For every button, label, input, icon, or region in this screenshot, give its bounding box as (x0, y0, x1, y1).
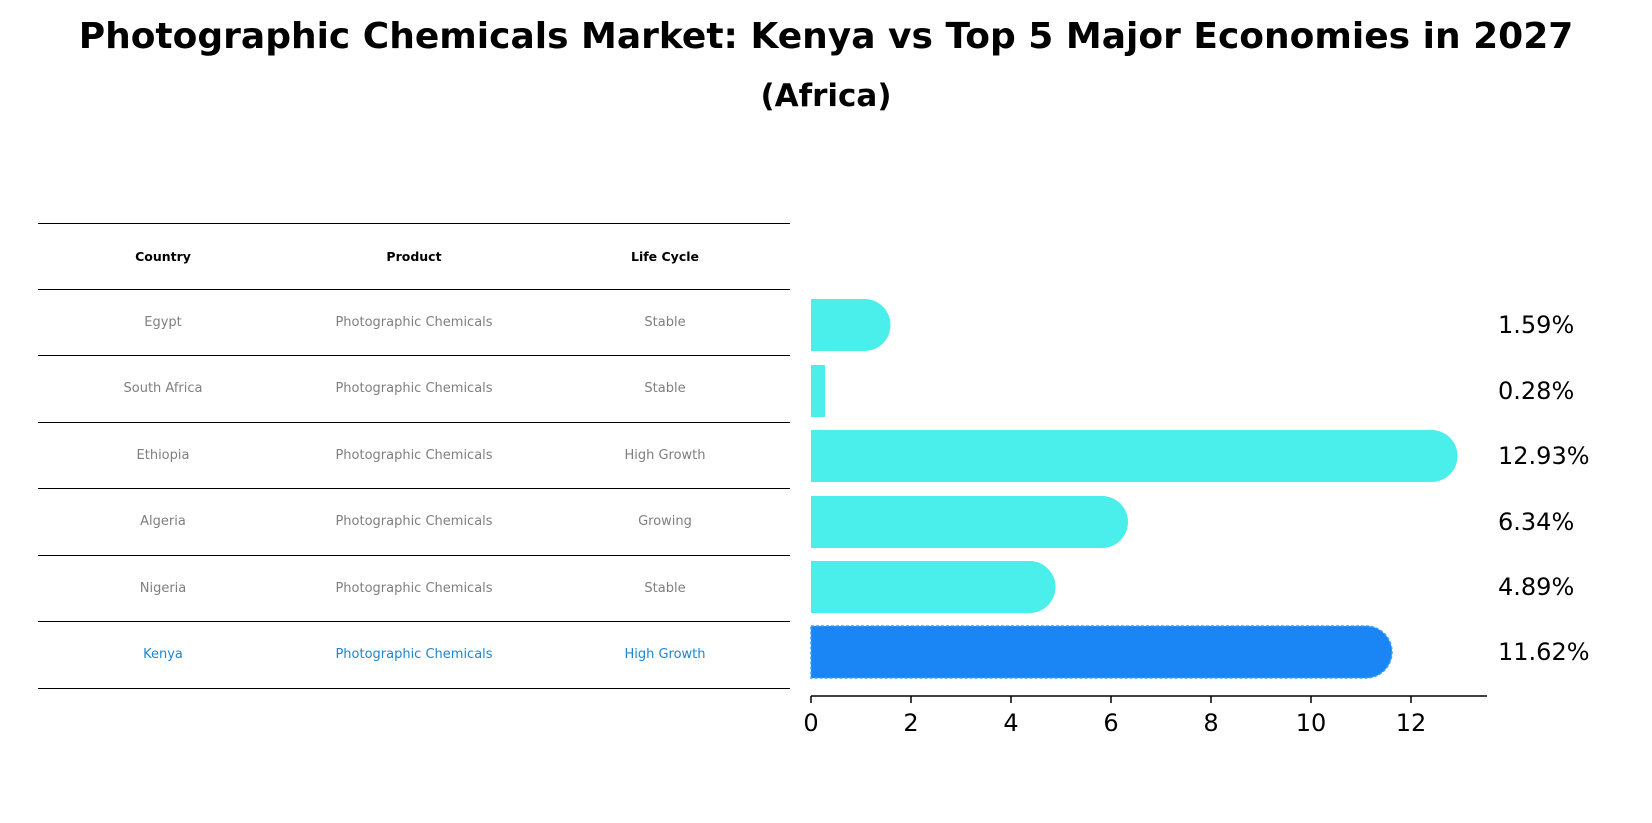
table-row: South Africa Photographic Chemicals Stab… (38, 356, 790, 423)
bar-value-label: 1.59% (1498, 311, 1574, 339)
bar-value-label: 6.34% (1498, 508, 1574, 536)
life-cycle-cell: Stable (644, 580, 686, 596)
product-cell: Photographic Chemicals (335, 381, 493, 397)
product-cell: Photographic Chemicals (335, 447, 493, 463)
country-cell: Nigeria (139, 580, 187, 596)
product-cell: Photographic Chemicals (335, 647, 493, 663)
table-row: Algeria Photographic Chemicals Growing (38, 489, 790, 556)
product-cell: Photographic Chemicals (335, 314, 493, 330)
bar-highlight (810, 625, 1393, 679)
product-cell: Photographic Chemicals (335, 580, 493, 596)
life-cycle-cell: Stable (644, 381, 686, 397)
x-tick-label: 12 (1396, 709, 1427, 737)
x-tick-label: 4 (1003, 709, 1018, 737)
life-cycle-cell: High Growth (624, 447, 706, 463)
bar (811, 365, 825, 417)
bar (811, 496, 1128, 548)
x-tick-label: 10 (1296, 709, 1327, 737)
table-header-row: Country Product Life Cycle (38, 223, 790, 290)
country-cell: Ethiopia (136, 447, 190, 463)
chart-title: Photographic Chemicals Market: Kenya vs … (78, 16, 1574, 57)
bar (811, 561, 1056, 613)
x-tick-label: 6 (1103, 709, 1118, 737)
header-country: Country (135, 248, 191, 264)
country-cell: Egypt (144, 314, 182, 330)
x-tick-label: 0 (803, 709, 818, 737)
table-row-highlight: Kenya Photographic Chemicals High Growth (38, 622, 790, 689)
table-row: Egypt Photographic Chemicals Stable (38, 290, 790, 356)
data-table: Country Product Life Cycle Egypt Photogr… (38, 223, 790, 689)
x-tick-label: 8 (1203, 709, 1218, 737)
header-life-cycle: Life Cycle (630, 248, 699, 264)
bar-value-label: 4.89% (1498, 573, 1574, 601)
chart-subtitle: (Africa) (760, 78, 892, 114)
table-row: Nigeria Photographic Chemicals Stable (38, 556, 790, 622)
table-row: Ethiopia Photographic Chemicals High Gro… (38, 423, 790, 489)
country-cell: Algeria (140, 514, 186, 530)
header-product: Product (386, 248, 442, 264)
country-cell: Kenya (143, 647, 183, 663)
life-cycle-cell: Stable (644, 314, 686, 330)
product-cell: Photographic Chemicals (335, 514, 493, 530)
x-tick-label: 2 (903, 709, 918, 737)
bar (811, 430, 1458, 482)
country-cell: South Africa (123, 381, 203, 397)
bar-value-label: 11.62% (1498, 638, 1590, 666)
life-cycle-cell: High Growth (624, 647, 706, 663)
bar-value-label: 0.28% (1498, 377, 1574, 405)
life-cycle-cell: Growing (638, 514, 692, 530)
bar (811, 299, 891, 351)
bar-value-label: 12.93% (1498, 442, 1590, 470)
